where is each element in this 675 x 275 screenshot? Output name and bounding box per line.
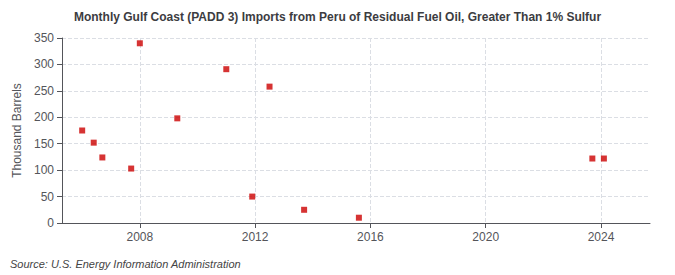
svg-text:2012: 2012 bbox=[242, 230, 269, 244]
svg-text:200: 200 bbox=[34, 110, 54, 124]
svg-text:350: 350 bbox=[34, 31, 54, 45]
svg-text:2024: 2024 bbox=[588, 230, 615, 244]
svg-text:0: 0 bbox=[47, 216, 54, 230]
svg-text:Monthly Gulf Coast (PADD 3) Im: Monthly Gulf Coast (PADD 3) Imports from… bbox=[74, 10, 601, 24]
svg-text:150: 150 bbox=[34, 137, 54, 151]
svg-text:2016: 2016 bbox=[357, 230, 384, 244]
svg-text:100: 100 bbox=[34, 163, 54, 177]
svg-text:50: 50 bbox=[41, 190, 55, 204]
svg-text:300: 300 bbox=[34, 57, 54, 71]
svg-text:250: 250 bbox=[34, 84, 54, 98]
svg-text:2008: 2008 bbox=[126, 230, 153, 244]
svg-text:Thousand Barrels: Thousand Barrels bbox=[10, 83, 24, 178]
svg-text:Source: U.S. Energy Informatio: Source: U.S. Energy Information Administ… bbox=[10, 258, 241, 270]
svg-text:2020: 2020 bbox=[472, 230, 499, 244]
